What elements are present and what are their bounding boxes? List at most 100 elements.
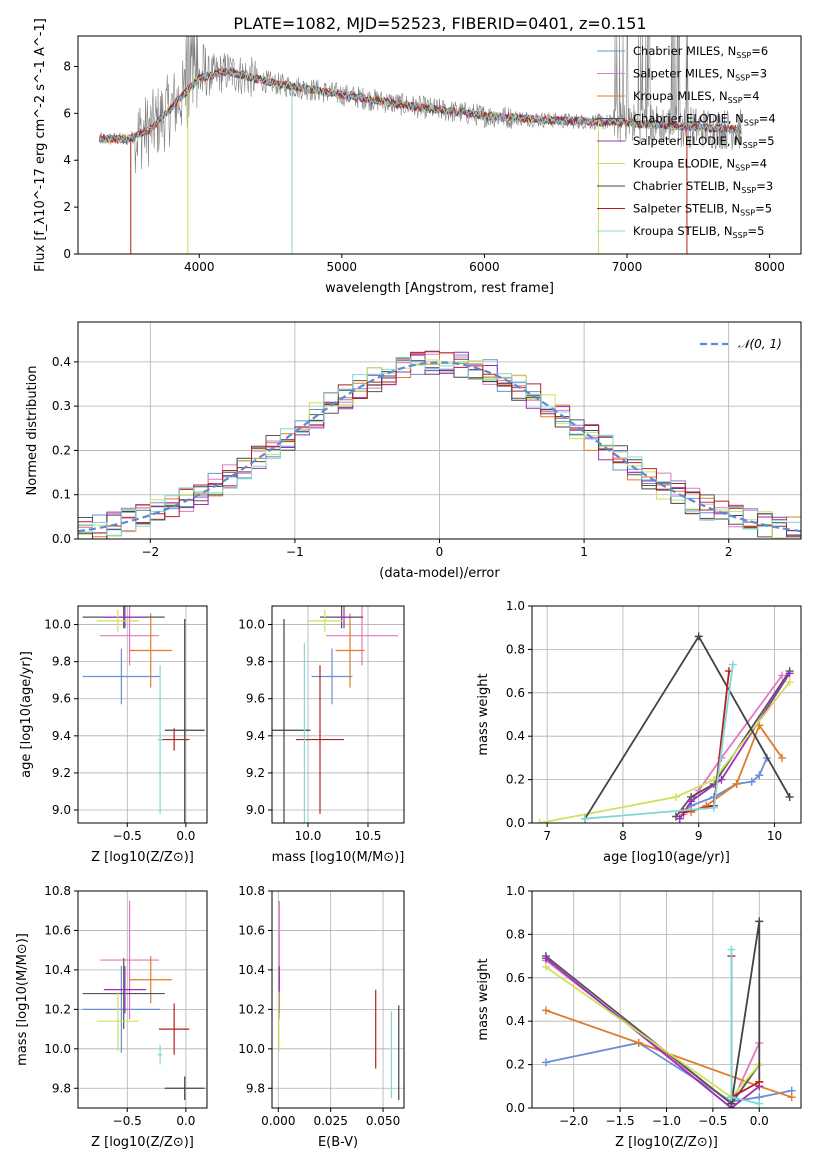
weight-series-line (675, 670, 791, 818)
x-tick-label: −1 (286, 545, 304, 559)
plot-area (272, 606, 398, 823)
y-tick-label: 0.2 (506, 773, 525, 787)
y-tick-label: 9.6 (246, 692, 265, 706)
weight-marker (541, 962, 550, 971)
legend-nssp: 3 (760, 67, 767, 81)
weight-marker (541, 1058, 550, 1067)
weight-marker (755, 1077, 764, 1086)
errorbar-point (335, 613, 365, 688)
y-tick-label: 10.0 (238, 618, 265, 632)
legend-entry: Salpeter ELODIE, NSSP=5 (633, 134, 775, 150)
y-tick-label: 10.4 (238, 963, 265, 977)
weight-marker (541, 954, 550, 963)
errorbar-point (103, 965, 147, 1014)
x-axis-label: wavelength [Angstrom, rest frame] (325, 281, 554, 296)
weight-marker (755, 1099, 764, 1108)
y-tick-label: 0.6 (506, 971, 525, 985)
residual-histogram (78, 351, 801, 539)
x-tick-label: −0.5 (698, 1114, 727, 1128)
y-axis-label: Normed distribution (25, 366, 40, 496)
legend-model-name: Chabrier MILES (633, 44, 720, 58)
legend: Chabrier MILES, NSSP=6 Salpeter MILES, NS… (597, 44, 776, 240)
legend-model-name: Salpeter ELODIE (633, 134, 727, 148)
legend-entry: Chabrier ELODIE, NSSP=4 (633, 112, 776, 128)
y-tick-label: 9.6 (52, 692, 71, 706)
legend-nssp: 3 (766, 179, 773, 193)
plot-area (82, 606, 205, 823)
weight-marker (755, 771, 764, 780)
weight-marker (727, 945, 736, 954)
errorbar-point (296, 665, 344, 814)
errorbar-point (96, 609, 139, 632)
legend: 𝒩(0, 1) (700, 337, 782, 351)
y-tick-label: 10.2 (44, 1002, 71, 1016)
weight-marker (732, 779, 741, 788)
x-tick-label: −2.0 (559, 1114, 588, 1128)
errorbar-point (164, 1076, 205, 1101)
gaussian-curve (78, 361, 801, 533)
errorbar-point (96, 991, 139, 1051)
x-tick-label: 5000 (327, 260, 358, 274)
legend-model-name: Chabrier ELODIE (633, 112, 728, 126)
y-tick-label: 0.2 (506, 1058, 525, 1072)
y-tick-label: 9.4 (52, 729, 71, 743)
y-tick-label: 0.0 (506, 1101, 525, 1115)
legend-entry: Kroupa MILES, NSSP=4 (633, 89, 760, 105)
y-tick-label: 6 (63, 106, 71, 120)
panel-weight-vs-age: 7 8 9 10 0.0 0.2 0.4 0.6 0.8 1.0 age [log10(age/yr… (476, 599, 802, 865)
errorbar-point (100, 900, 159, 1020)
y-tick-label: 9.8 (52, 1081, 71, 1095)
x-tick-label: 7 (543, 829, 551, 843)
y-tick-label: 1.0 (506, 599, 525, 613)
y-tick-label: 9.8 (52, 655, 71, 669)
x-axis-label: age [log10(age/yr)] (603, 850, 730, 865)
axes-frame (531, 605, 802, 824)
weight-marker (671, 792, 680, 801)
y-tick-label: 10.0 (44, 1042, 71, 1056)
y-axis-label: mass weight (476, 673, 491, 755)
y-tick-label: 0.4 (506, 1014, 525, 1028)
x-tick-label: 10 (767, 829, 782, 843)
panel-age-vs-Z: −0.5 0.0 9.0 9.2 9.4 9.6 9.8 10.0 Z [log10(Z/Z⊙)… (19, 605, 208, 865)
y-tick-label: 8 (63, 59, 71, 73)
weight-series-line (545, 966, 760, 1099)
legend-nssp: 5 (757, 224, 764, 238)
panel-weight-vs-Z: −2.0 −1.5 −1.0 −0.5 0.0 0.0 0.2 0.4 0.6 0.8 1.0 Z [… (476, 884, 802, 1150)
y-tick-label: 10.2 (238, 1002, 265, 1016)
residual-histogram (78, 351, 801, 534)
axes-frame (271, 890, 405, 1109)
x-tick-label: 8000 (754, 260, 785, 274)
y-axis-label: Flux [f_λ10^-17 erg cm^-2 s^-1 A^-1] (33, 18, 48, 272)
x-axis-label: Z [log10(Z/Z⊙)] (615, 1135, 718, 1150)
y-tick-label: 9.8 (246, 655, 265, 669)
legend-entry: Chabrier MILES, NSSP=6 (633, 44, 768, 60)
errorbar-point (164, 618, 205, 823)
legend-entry: Kroupa STELIB, NSSP=5 (633, 224, 765, 240)
x-tick-label: −2 (141, 545, 159, 559)
legend-nssp: 4 (752, 89, 759, 103)
y-tick-label: 0.1 (52, 488, 71, 502)
legend-nssp: 6 (761, 44, 768, 58)
model-spectrum (98, 65, 742, 145)
weight-marker (755, 917, 764, 926)
x-axis-label: E(B-V) (318, 1135, 358, 1150)
errorbar-point (158, 1003, 190, 1055)
axes-frame (77, 35, 802, 255)
errorbar-point (103, 606, 147, 629)
x-tick-label: −1.5 (606, 1114, 635, 1128)
y-tick-label: 2 (63, 200, 71, 214)
panel-age-vs-mass: 10.0 10.5 9.0 9.2 9.4 9.6 9.8 10.0 mass [log10(M… (238, 605, 405, 865)
y-axis-label: mass [log10(M/M⊙)] (15, 933, 30, 1066)
x-tick-label: 4000 (184, 260, 215, 274)
weight-marker (747, 777, 756, 786)
y-tick-label: 10.8 (44, 884, 71, 898)
errorbar-point (158, 728, 190, 751)
y-tick-label: 0.4 (506, 729, 525, 743)
weight-marker (727, 1093, 736, 1102)
errorbar-point (82, 965, 161, 1053)
x-tick-label: −1.0 (652, 1114, 681, 1128)
x-tick-label: 0.0 (176, 1114, 195, 1128)
x-tick-label: −0.5 (113, 1114, 142, 1128)
weight-marker (717, 775, 726, 784)
errorbar-point (298, 643, 311, 823)
